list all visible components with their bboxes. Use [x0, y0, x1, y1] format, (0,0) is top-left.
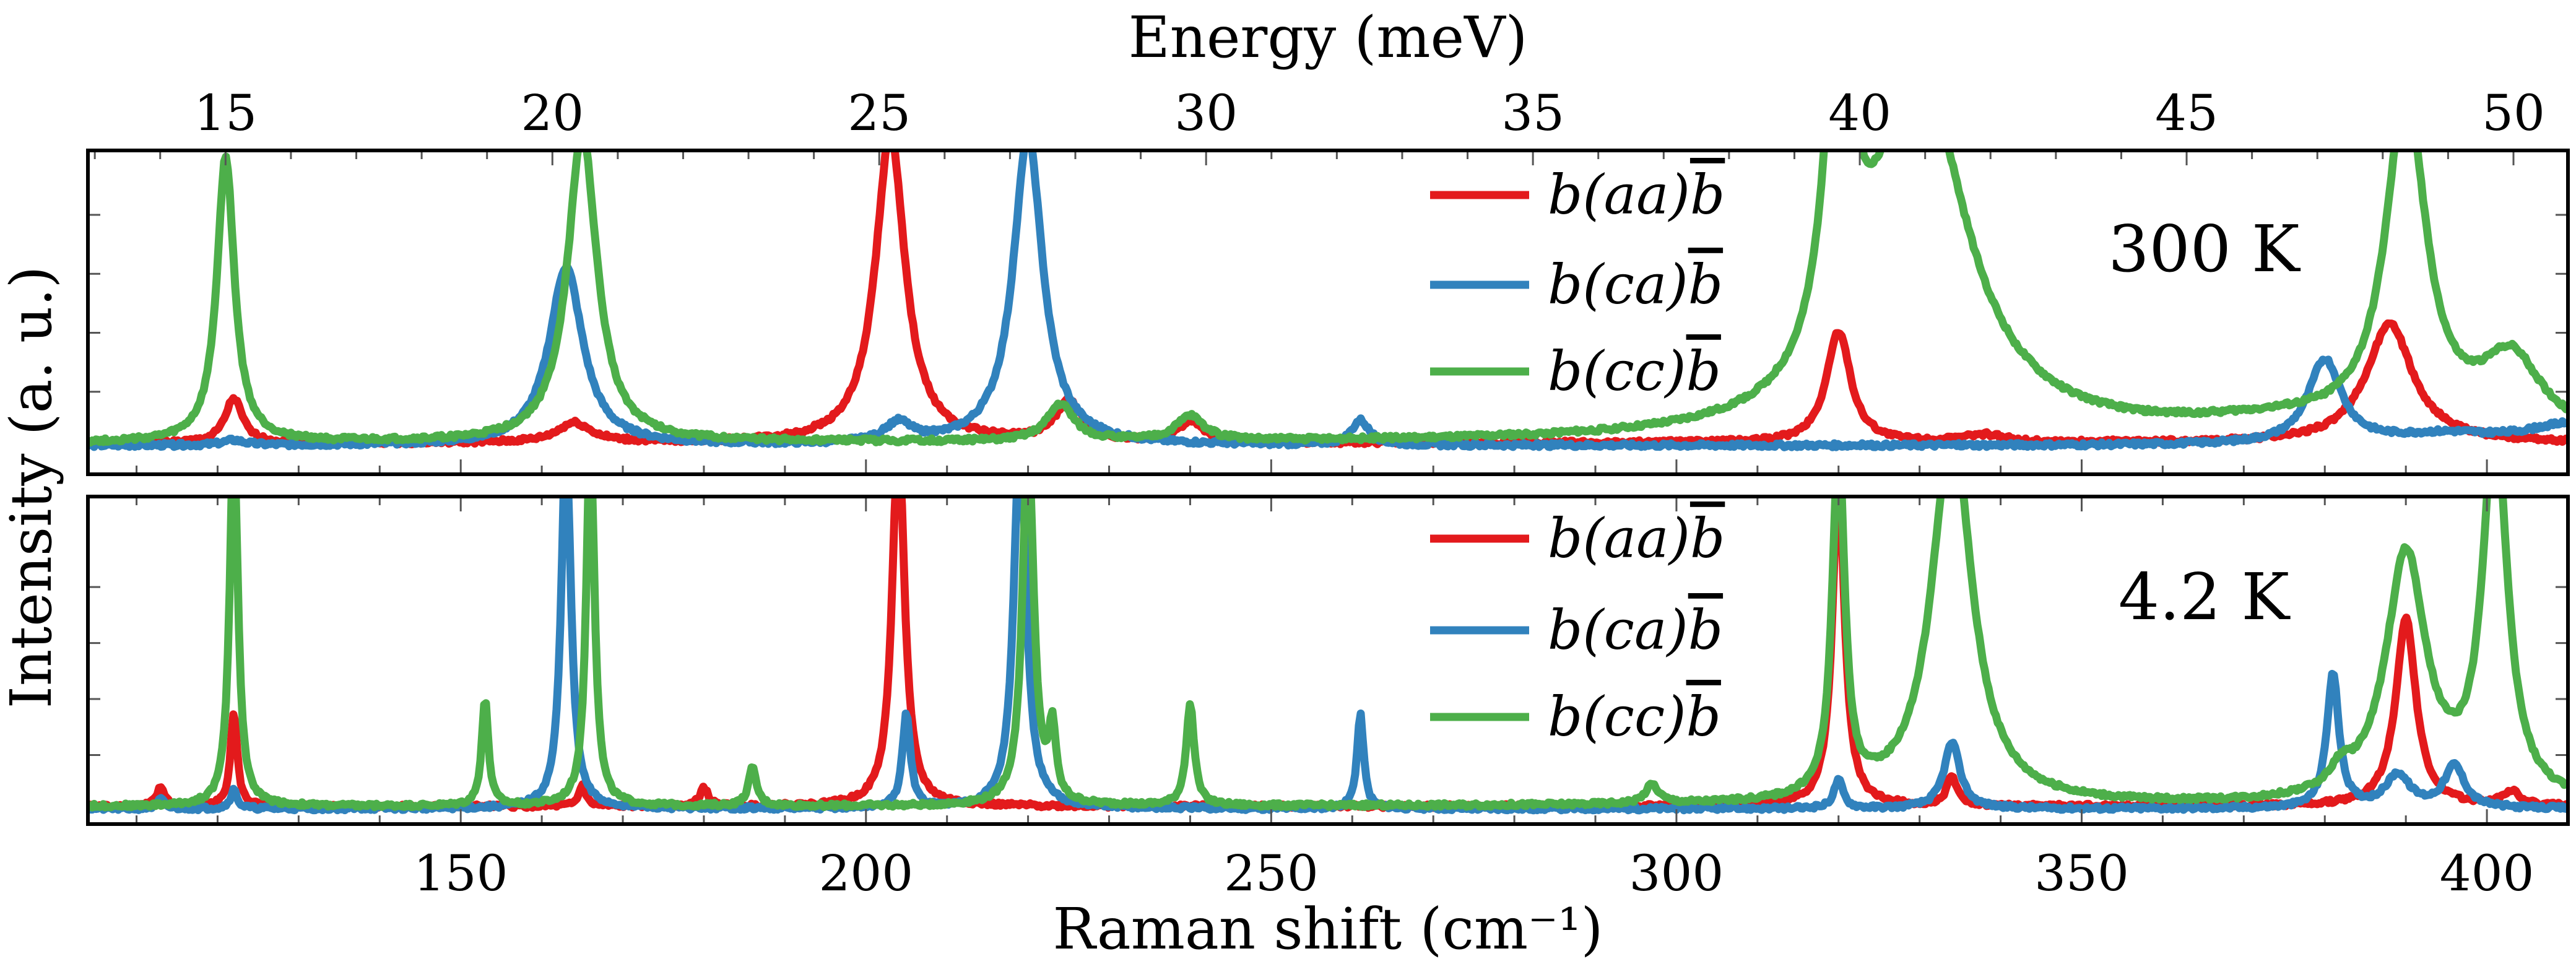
- raman-shift-axis-title: Raman shift (cm⁻¹): [1053, 896, 1603, 962]
- raman-tick-label: 300: [1629, 845, 1724, 902]
- energy-tick-label: 20: [521, 84, 584, 142]
- series-line-aa-4.2K: [88, 497, 2568, 812]
- energy-tick-label: 35: [1501, 84, 1564, 142]
- series-line-cc-300K: [88, 150, 2568, 447]
- series-line-ca-4.2K: [88, 497, 2568, 815]
- legend-label-aa: b(aa)b: [1548, 506, 1725, 570]
- temperature-label-300k: 300 K: [2108, 211, 2301, 287]
- raman-tick-label: 400: [2440, 845, 2535, 902]
- energy-tick-label: 15: [194, 84, 257, 142]
- legend-label-ca: b(ca)b: [1548, 253, 1723, 316]
- bottom-panel-series: [88, 497, 2568, 815]
- energy-tick-label: 40: [1828, 84, 1891, 142]
- raman-tick-label: 200: [818, 845, 913, 902]
- series-line-cc-4.2K: [88, 497, 2568, 812]
- legend-label-cc: b(cc)b: [1548, 339, 1721, 403]
- intensity-axis-title: Intensity (a. u.): [0, 266, 64, 709]
- raman-tick-label: 250: [1224, 845, 1319, 902]
- top-panel-frame: [86, 149, 2570, 476]
- legend-label-aa: b(aa)b: [1548, 163, 1725, 227]
- bottom-panel-frame: [86, 495, 2570, 826]
- energy-axis-title: Energy (meV): [1129, 4, 1528, 71]
- legend-bottom: b(aa)b b(ca)b b(cc)b: [1430, 506, 1725, 749]
- raman-tick-label: 350: [2034, 845, 2129, 902]
- legend-label-cc: b(cc)b: [1548, 685, 1721, 749]
- temperature-label-4k: 4.2 K: [2118, 559, 2291, 635]
- top-panel-series: [88, 150, 2568, 451]
- legend-top: b(aa)b b(ca)b b(cc)b: [1430, 163, 1725, 403]
- energy-tick-label: 25: [848, 84, 911, 142]
- legend-label-ca: b(ca)b: [1548, 598, 1723, 662]
- series-line-aa-300K: [88, 150, 2568, 449]
- raman-tick-label: 150: [414, 845, 508, 902]
- energy-tick-label: 30: [1174, 84, 1238, 142]
- energy-tick-label: 50: [2482, 84, 2545, 142]
- series-line-ca-300K: [88, 150, 2568, 451]
- energy-tick-label: 45: [2155, 84, 2218, 142]
